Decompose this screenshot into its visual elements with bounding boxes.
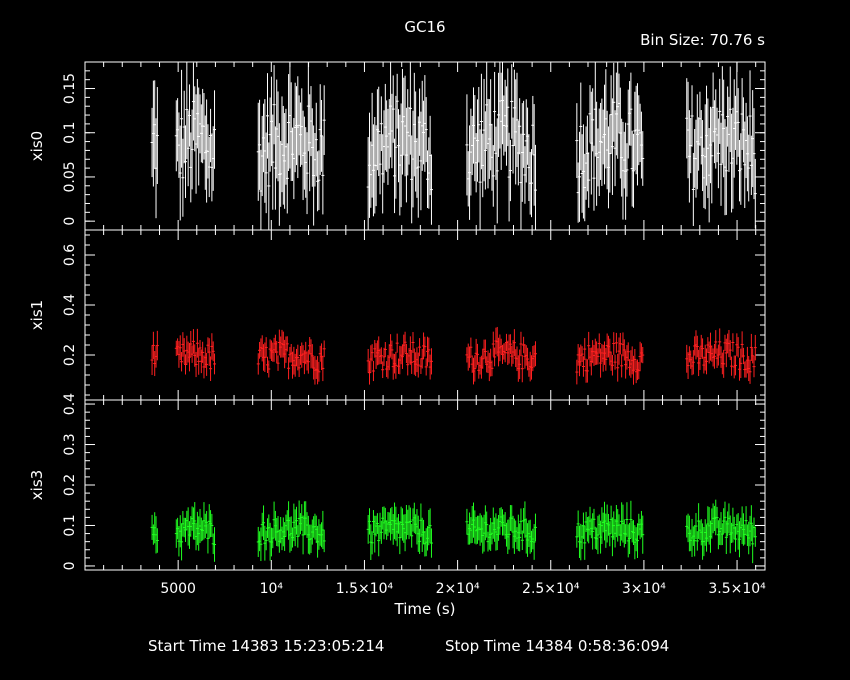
y-tick-label: 0.3 (62, 433, 78, 455)
panel-label: xis3 (28, 470, 46, 500)
stop-time-label: Stop Time 14384 0:58:36:094 (445, 637, 669, 655)
series-xis3 (150, 499, 757, 564)
x-tick-label: 1.5×10⁴ (336, 581, 394, 597)
x-tick-label: 2×10⁴ (436, 581, 480, 597)
y-tick-label: 0.2 (62, 344, 78, 366)
chart-title: GC16 (404, 18, 445, 36)
y-tick-label: 0.1 (62, 122, 78, 144)
y-tick-label: 0 (62, 217, 78, 226)
panel-label: xis0 (28, 131, 46, 161)
panel-xis0: 0 0.05 0.1 0.15 xis0 (28, 61, 766, 231)
x-tick-label: 3.5×10⁴ (708, 581, 766, 597)
x-tick-label: 10⁴ (260, 581, 284, 597)
y-tick-label: 0.6 (62, 244, 78, 266)
series-xis0 (150, 62, 757, 230)
panel-xis1: 0.2 0.4 0.6 xis1 (28, 229, 766, 401)
y-tick-label: 0.15 (62, 73, 78, 104)
x-axis-label: Time (s) (394, 600, 456, 618)
y-tick-label: 0.05 (62, 161, 78, 192)
x-tick-label: 2.5×10⁴ (522, 581, 580, 597)
series-xis1 (150, 326, 757, 385)
x-tick-label: 3×10⁴ (622, 581, 666, 597)
bin-size-label: Bin Size: 70.76 s (640, 31, 765, 49)
y-tick-label: 0.2 (62, 474, 78, 496)
y-tick-label: 0.1 (62, 514, 78, 536)
panel-label: xis1 (28, 300, 46, 330)
y-tick-label: 0.4 (62, 294, 78, 316)
y-tick-label: 0 (62, 561, 78, 570)
x-tick-label: 5000 (160, 581, 196, 597)
panel-frame (84, 229, 766, 401)
start-time-label: Start Time 14383 15:23:05:214 (148, 637, 384, 655)
panel-xis3: 0 0.1 0.2 0.3 0.4 xis3 (28, 393, 766, 571)
y-tick-label: 0.4 (62, 393, 78, 415)
